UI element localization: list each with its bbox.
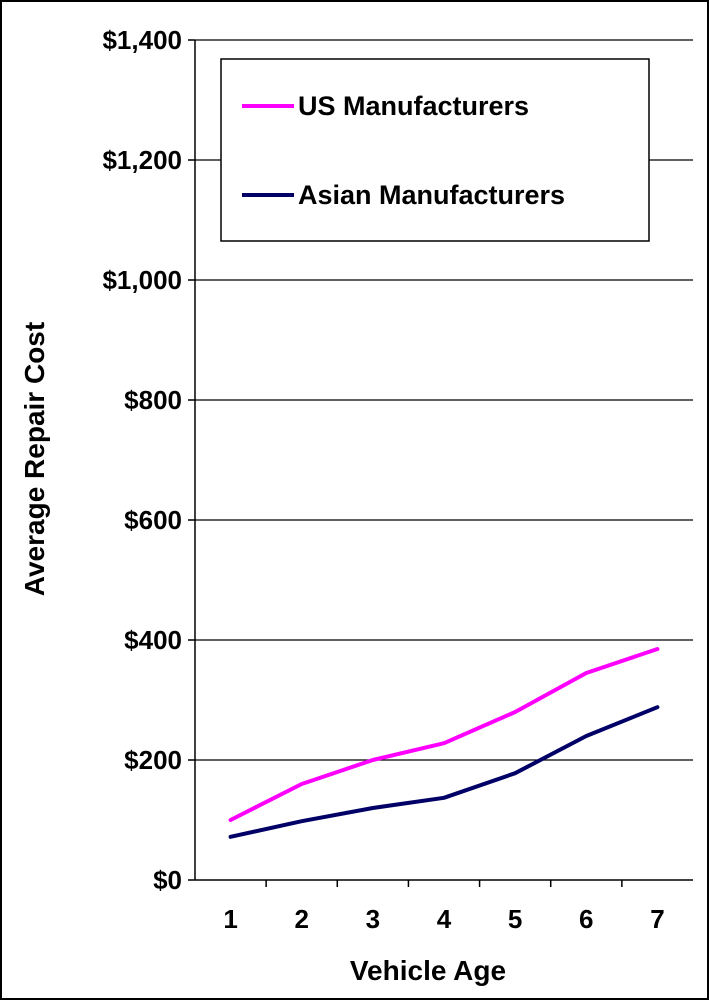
y-tick-label-7: $1,400 (102, 25, 182, 55)
legend: US Manufacturers Asian Manufacturers (220, 58, 650, 242)
y-tick-label-1: $200 (124, 745, 182, 775)
y-axis-label: Average Repair Cost (19, 322, 50, 596)
x-tick-label-3: 4 (437, 904, 452, 934)
y-tick-labels: $0 $200 $400 $600 $800 $1,000 $1,200 $1,400 (102, 25, 182, 895)
series-line-0 (228, 647, 660, 822)
y-tick-label-4: $800 (124, 385, 182, 415)
x-tick-label-5: 6 (579, 904, 593, 934)
legend-label-us: US Manufacturers (298, 91, 529, 121)
series-line-1 (228, 705, 660, 839)
x-axis-label: Vehicle Age (350, 955, 506, 986)
x-tick-label-6: 7 (650, 904, 664, 934)
x-tick-label-4: 5 (508, 904, 522, 934)
x-tick-label-2: 3 (366, 904, 380, 934)
y-tick-label-2: $400 (124, 625, 182, 655)
y-tick-label-6: $1,200 (102, 145, 182, 175)
legend-label-asian: Asian Manufacturers (298, 180, 565, 210)
x-tick-label-0: 1 (223, 904, 237, 934)
y-tick-label-5: $1,000 (102, 265, 182, 295)
x-tick-labels: 1 2 3 4 5 6 7 (223, 904, 664, 934)
y-tick-label-0: $0 (153, 865, 182, 895)
y-tick-label-3: $600 (124, 505, 182, 535)
series-lines (228, 647, 660, 839)
axes (188, 39, 693, 887)
legend-box (220, 58, 650, 242)
x-tick-label-1: 2 (294, 904, 308, 934)
